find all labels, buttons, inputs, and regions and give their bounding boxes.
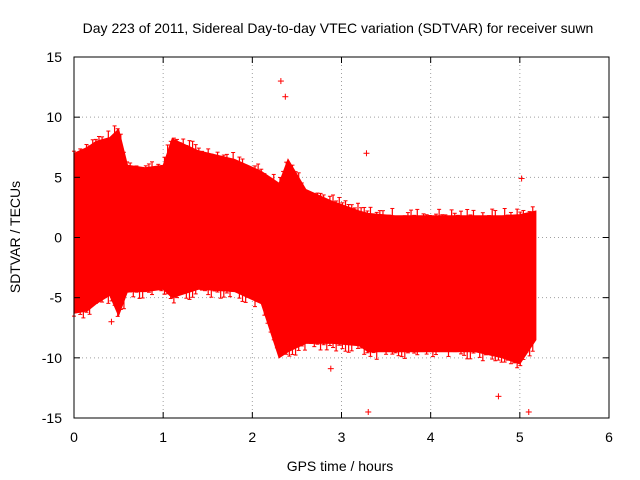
x-tick-label: 1 — [159, 429, 167, 445]
x-axis-label: GPS time / hours — [287, 458, 394, 474]
y-tick-label: -15 — [42, 410, 62, 426]
x-tick-label: 6 — [605, 429, 613, 445]
x-tick-label: 0 — [70, 429, 78, 445]
chart-title: Day 223 of 2011, Sidereal Day-to-day VTE… — [83, 20, 594, 36]
y-axis-label: SDTVAR / TECUs — [7, 181, 23, 293]
axis-tick-labels: 0 1 2 3 4 5 6 -15 -10 -5 0 5 10 15 — [42, 49, 613, 445]
x-tick-label: 3 — [338, 429, 346, 445]
axis-ticks — [73, 56, 610, 419]
x-tick-label: 5 — [516, 429, 524, 445]
x-tick-label: 4 — [427, 429, 435, 445]
y-tick-label: -10 — [42, 350, 62, 366]
y-tick-label: 5 — [54, 169, 62, 185]
y-tick-label: 10 — [46, 109, 62, 125]
y-tick-label: 0 — [54, 230, 62, 246]
x-tick-label: 2 — [248, 429, 256, 445]
y-tick-label: -5 — [50, 290, 63, 306]
plot-area — [72, 78, 537, 415]
y-tick-label: 15 — [46, 49, 62, 65]
